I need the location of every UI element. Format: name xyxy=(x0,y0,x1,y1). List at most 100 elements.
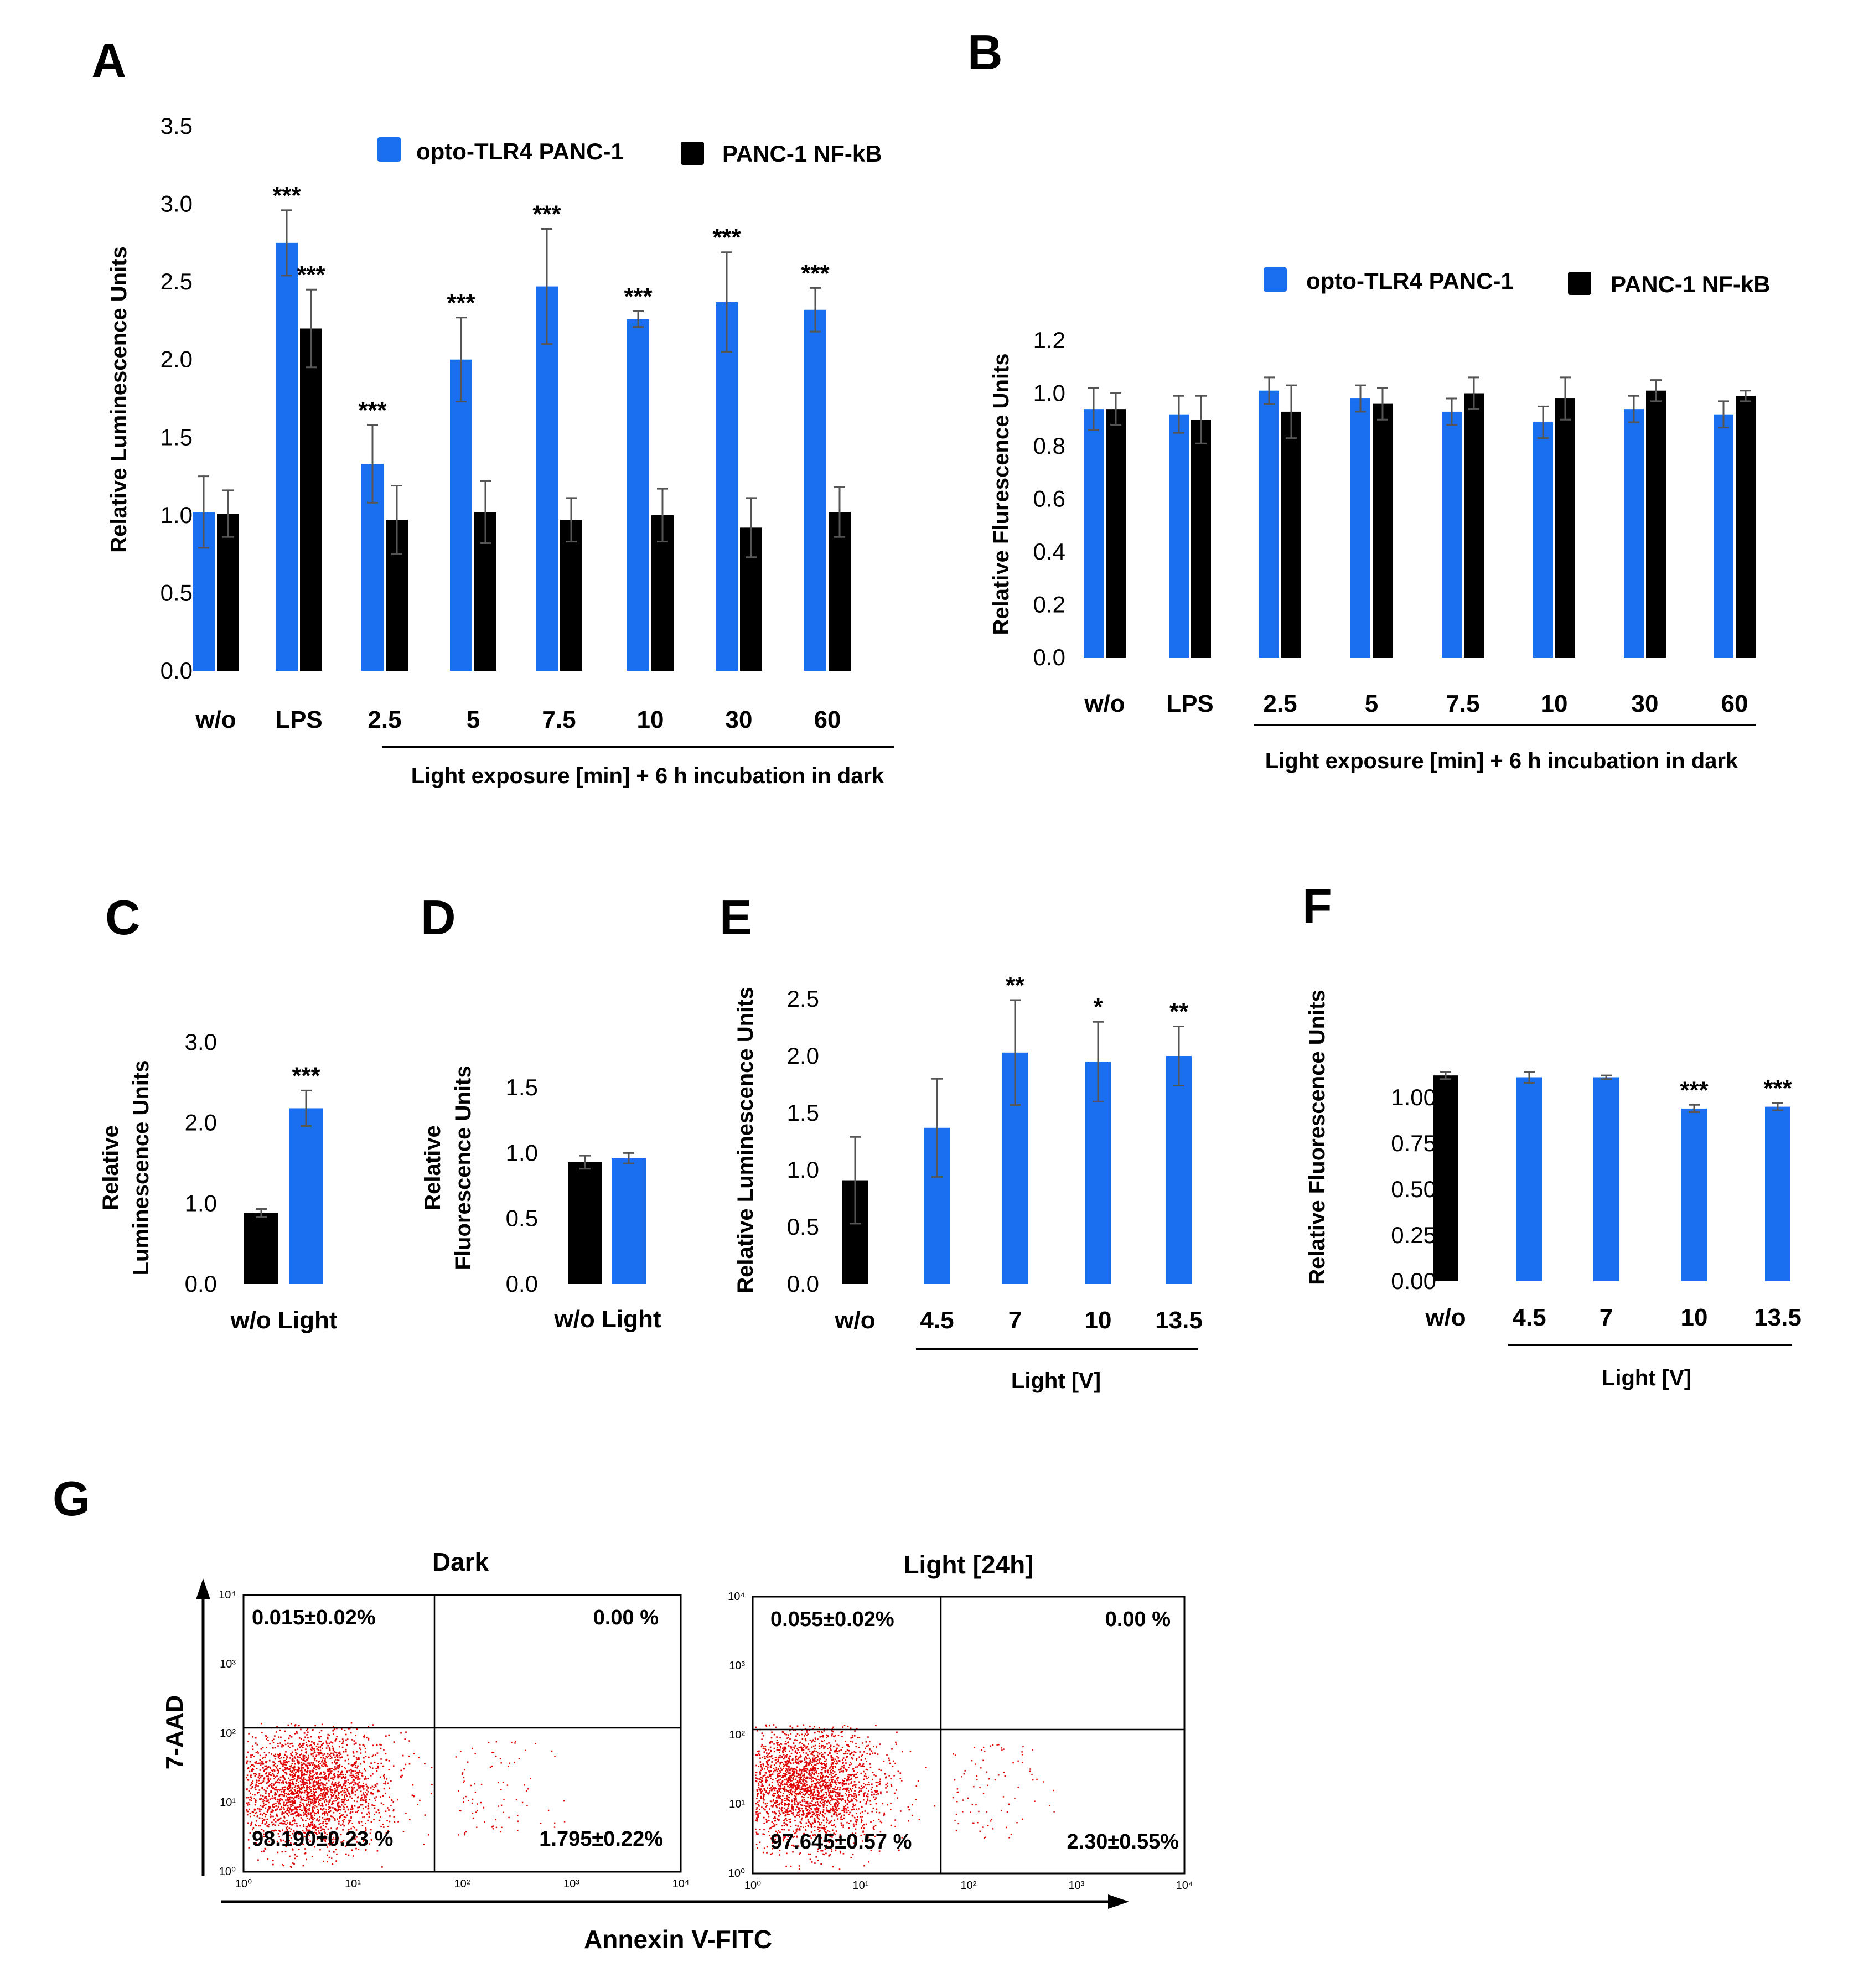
scatter-dot xyxy=(836,1841,837,1842)
scatter-dot xyxy=(779,1775,781,1777)
scatter-dot xyxy=(821,1814,823,1815)
scatter-dot xyxy=(814,1808,816,1810)
scatter-dot xyxy=(500,1789,502,1790)
scatter-dot xyxy=(793,1782,794,1784)
scatter-dot xyxy=(272,1824,273,1826)
scatter-dot xyxy=(281,1787,283,1789)
scatter-dot xyxy=(294,1775,296,1777)
scatter-dot xyxy=(339,1757,341,1759)
scatter-dot xyxy=(291,1810,293,1813)
scatter-dot xyxy=(784,1783,786,1785)
scatter-dot xyxy=(830,1766,832,1768)
scatter-dot xyxy=(847,1778,849,1779)
scatter-dot xyxy=(761,1767,763,1769)
scatter-dot xyxy=(356,1811,358,1813)
scatter-dot xyxy=(352,1751,354,1753)
scatter-dot xyxy=(811,1746,813,1748)
scatter-dot xyxy=(286,1826,288,1828)
scatter-dot xyxy=(332,1792,333,1794)
scatter-dot xyxy=(816,1816,819,1818)
scatter-dot xyxy=(322,1783,324,1785)
scatter-dot xyxy=(292,1832,293,1835)
scatter-dot xyxy=(246,1777,247,1779)
scatter-dot xyxy=(267,1781,269,1783)
scatter-dot xyxy=(372,1793,374,1795)
scatter-dot xyxy=(817,1829,819,1830)
scatter-dot xyxy=(800,1756,802,1757)
scatter-dot xyxy=(463,1801,464,1803)
scatter-dot xyxy=(789,1789,791,1791)
scatter-dot xyxy=(286,1844,288,1846)
scatter-dot xyxy=(784,1789,785,1792)
scatter-dot xyxy=(819,1758,820,1760)
scatter-dot xyxy=(791,1773,794,1775)
scatter-dot xyxy=(341,1772,343,1774)
scatter-dot xyxy=(282,1762,284,1764)
scatter-dot xyxy=(306,1734,308,1736)
scatter-dot xyxy=(755,1819,757,1821)
scatter-dot xyxy=(305,1838,307,1840)
scatter-dot xyxy=(266,1796,267,1798)
scatter-dot xyxy=(780,1782,783,1784)
scatter-dot xyxy=(867,1800,869,1801)
scatter-dot xyxy=(833,1812,835,1814)
scatter-dot xyxy=(506,1784,509,1786)
scatter-dot xyxy=(329,1749,331,1752)
scatter-dot xyxy=(774,1764,775,1766)
scatter-dot xyxy=(809,1790,811,1792)
scatter-dot xyxy=(388,1734,390,1736)
scatter-dot xyxy=(824,1813,826,1815)
scatter-dot xyxy=(262,1758,263,1760)
scatter-dot xyxy=(815,1811,817,1814)
scatter-dot xyxy=(323,1860,324,1862)
scatter-dot xyxy=(259,1759,261,1761)
scatter-dot xyxy=(783,1777,785,1778)
scatter-dot xyxy=(852,1854,854,1856)
scatter-dot xyxy=(770,1789,773,1792)
scatter-dot xyxy=(835,1791,836,1793)
scatter-dot xyxy=(251,1769,253,1770)
scatter-dot xyxy=(307,1787,309,1789)
scatter-dot xyxy=(815,1856,817,1858)
scatter-dot xyxy=(266,1768,268,1770)
scatter-dot xyxy=(278,1836,280,1838)
bar xyxy=(829,512,851,671)
scatter-dot xyxy=(821,1789,823,1791)
scatter-dot xyxy=(830,1777,832,1778)
y-tick-label: 0.0 xyxy=(185,1271,217,1297)
scatter-dot xyxy=(772,1805,774,1806)
legend-swatch-black xyxy=(681,142,704,165)
scatter-dot xyxy=(324,1812,326,1814)
scatter-dot xyxy=(287,1830,288,1831)
scatter-dot xyxy=(817,1773,820,1774)
scatter-dot xyxy=(295,1772,297,1773)
scatter-dot xyxy=(309,1783,311,1785)
scatter-dot xyxy=(351,1774,353,1777)
scatter-dot xyxy=(292,1803,294,1805)
x-group-label-a: Light exposure [min] + 6 h incubation in… xyxy=(411,764,884,788)
scatter-dot xyxy=(464,1769,465,1771)
scatter-dot xyxy=(339,1805,340,1808)
scatter-dot xyxy=(817,1826,819,1829)
scatter-dot xyxy=(363,1785,365,1787)
scatter-dot xyxy=(322,1789,324,1791)
scatter-dot xyxy=(805,1802,807,1804)
scatter-dot xyxy=(848,1837,850,1839)
scatter-dot xyxy=(822,1794,824,1797)
scatter-dot xyxy=(318,1784,320,1787)
scatter-dot xyxy=(296,1759,298,1761)
scatter-dot xyxy=(291,1771,293,1773)
scatter-dot xyxy=(761,1732,763,1734)
scatter-dot xyxy=(392,1801,395,1803)
scatter-dot xyxy=(863,1751,865,1753)
scatter-dot xyxy=(361,1797,363,1798)
scatter-dot xyxy=(301,1809,302,1811)
scatter-dot xyxy=(788,1762,789,1764)
scatter-dot xyxy=(755,1844,758,1845)
scatter-dot xyxy=(781,1774,784,1777)
scatter-dot xyxy=(804,1733,806,1735)
scatter-dot xyxy=(793,1769,794,1770)
scatter-dot xyxy=(294,1757,297,1759)
scatter-dot xyxy=(803,1752,804,1754)
scatter-dot xyxy=(336,1827,338,1829)
